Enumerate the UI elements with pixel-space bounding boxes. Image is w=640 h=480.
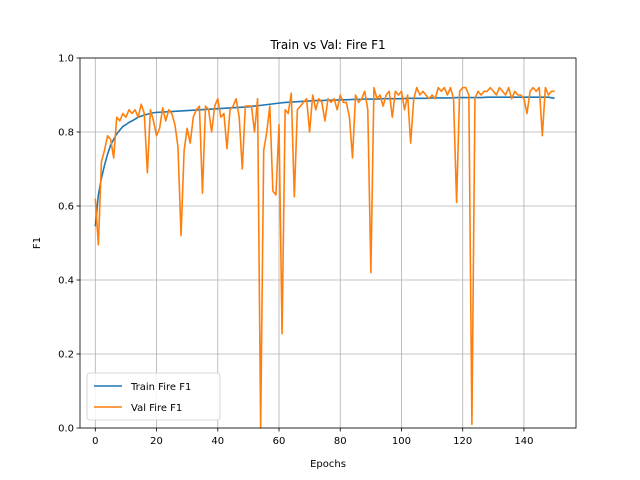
legend: Train Fire F1 Val Fire F1 (86, 372, 221, 421)
x-tick-label: 40 (211, 436, 224, 447)
chart-title: Train vs Val: Fire F1 (269, 38, 385, 52)
x-tick-label: 120 (453, 436, 472, 447)
x-tick-label: 140 (514, 436, 533, 447)
x-tick-label: 20 (150, 436, 163, 447)
plot-frame (79, 57, 577, 429)
x-tick-label: 0 (92, 436, 98, 447)
legend-box (86, 372, 221, 421)
x-tick-label: 80 (334, 436, 347, 447)
y-tick-label: 0.8 (58, 128, 74, 139)
x-axis-label: Epochs (310, 459, 346, 470)
y-tick-label: 0.2 (58, 350, 74, 361)
y-tick-label: 0.4 (58, 276, 74, 287)
ticks: 0 20 40 60 80 100 120 140 0.0 0.2 0.4 0.6 0.8 1.0 (58, 54, 533, 448)
series-layer (94, 86, 555, 428)
val-fire-f1-line (94, 86, 555, 428)
y-tick-label: 0.6 (58, 202, 74, 213)
legend-label-val: Val Fire F1 (131, 403, 182, 414)
y-tick-label: 1.0 (58, 54, 74, 65)
x-tick-label: 60 (273, 436, 286, 447)
legend-label-train: Train Fire F1 (130, 382, 191, 393)
x-tick-label: 100 (392, 436, 411, 447)
y-axis-label: F1 (32, 237, 43, 249)
y-tick-label: 0.0 (58, 424, 74, 435)
